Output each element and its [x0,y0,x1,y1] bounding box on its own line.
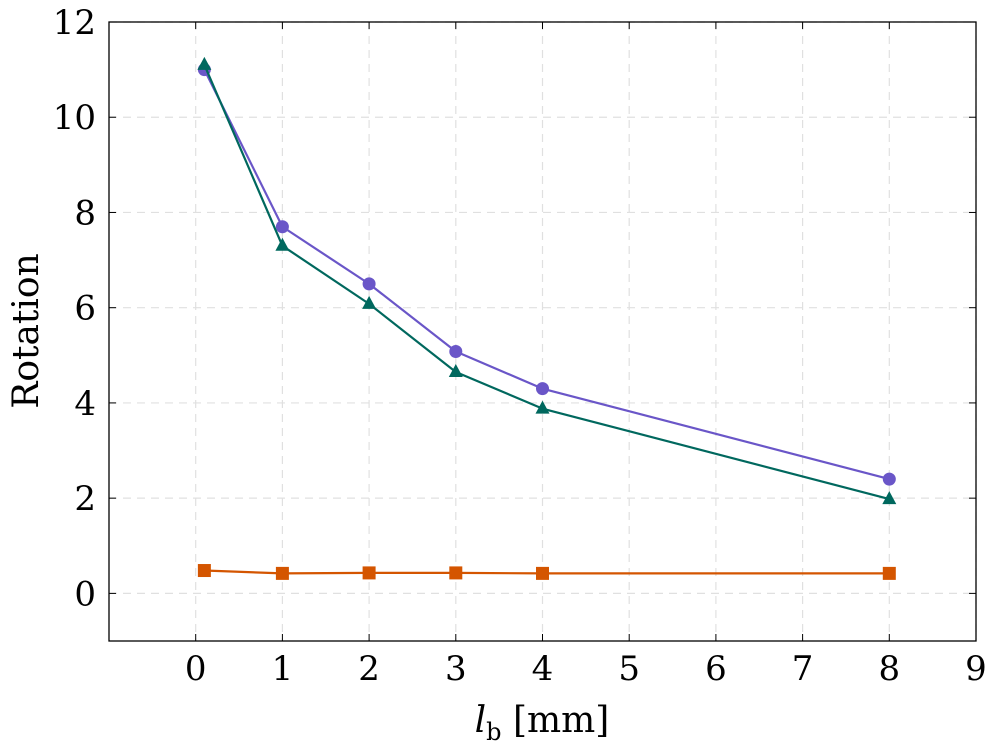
y-tick-labels: 0 2 4 6 8 10 12 [53,3,96,614]
circle-marker [449,344,463,358]
x-tick-label: 3 [445,649,467,689]
series-3 [197,564,896,580]
circle-marker [275,220,289,234]
x-axis-title-symbol: l [475,700,487,741]
square-marker [362,566,376,580]
triangle-marker [362,295,377,309]
y-tick-label: 12 [53,3,96,43]
circle-marker [362,277,376,291]
plot-frame [108,21,977,642]
x-axis-title-subscript: b [486,718,501,746]
series-layer [197,56,897,580]
x-tick-label: 6 [705,649,727,689]
series-3-line [204,569,890,575]
x-tick-label: 5 [618,649,640,689]
x-tick-labels: 0 1 2 3 4 5 6 7 8 9 [185,649,987,689]
x-tick-label: 0 [185,649,207,689]
x-tick-label: 4 [532,649,554,689]
y-tick-label: 8 [74,193,96,233]
x-axis-title-unit: [mm] [502,700,610,741]
series-2 [197,56,897,505]
square-marker [275,566,289,580]
y-axis-title: Rotation [6,253,47,409]
x-axis-title: lb [mm] [475,700,610,746]
series-1-line [203,69,890,481]
triangle-marker [535,400,550,414]
grid [109,21,977,641]
x-tick-label: 7 [792,649,814,689]
x-tick-label: 2 [358,649,380,689]
triangle-marker [882,491,897,505]
y-tick-label: 4 [74,384,96,424]
square-marker [536,566,549,580]
square-marker [197,564,211,578]
triangle-marker [275,237,290,251]
y-tick-label: 6 [74,289,96,329]
triangle-marker [197,56,212,70]
series-1 [197,63,896,486]
square-marker [449,566,463,580]
y-tick-label: 0 [74,574,96,614]
triangle-marker [448,363,463,377]
x-tick-label: 1 [272,649,294,689]
square-marker [882,566,896,580]
series-2-line [203,64,890,501]
y-tick-label: 10 [53,98,96,138]
axis-ticks [109,21,977,641]
x-tick-label: 8 [878,649,900,689]
circle-marker [882,472,896,486]
y-tick-label: 2 [74,479,96,519]
circle-marker [536,382,549,396]
x-tick-label: 9 [965,649,987,689]
